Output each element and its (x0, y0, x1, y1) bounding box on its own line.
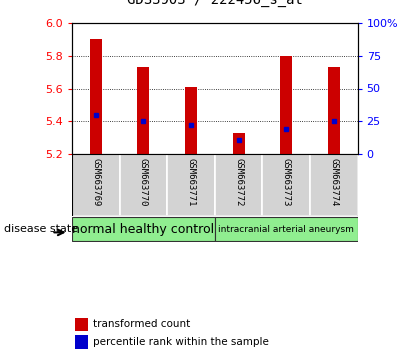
Text: GSM663772: GSM663772 (234, 158, 243, 207)
Bar (72, 154, 120, 216)
Text: GSM663769: GSM663769 (91, 158, 100, 207)
Text: GSM663770: GSM663770 (139, 158, 148, 207)
Text: disease state: disease state (4, 224, 78, 234)
Text: GSM663771: GSM663771 (187, 158, 196, 207)
Bar (120, 154, 167, 216)
Bar (215, 217, 358, 241)
Bar (75, 335, 88, 349)
Bar (90, 39, 102, 154)
Bar (328, 67, 340, 154)
Text: transformed count: transformed count (93, 319, 191, 329)
Text: intracranial arterial aneurysm: intracranial arterial aneurysm (218, 225, 354, 234)
Bar (262, 154, 310, 216)
Bar (233, 133, 245, 154)
Bar (72, 217, 215, 241)
Bar (167, 154, 215, 216)
Bar (215, 154, 262, 216)
Bar (185, 87, 197, 154)
Text: GSM663774: GSM663774 (329, 158, 338, 207)
Bar (310, 154, 358, 216)
Text: percentile rank within the sample: percentile rank within the sample (93, 337, 269, 347)
Bar (75, 318, 88, 331)
Text: GDS3903 / 222456_s_at: GDS3903 / 222456_s_at (127, 0, 302, 7)
Bar (137, 67, 149, 154)
Text: GSM663773: GSM663773 (282, 158, 291, 207)
Bar (280, 56, 292, 154)
Text: normal healthy control: normal healthy control (72, 223, 215, 236)
